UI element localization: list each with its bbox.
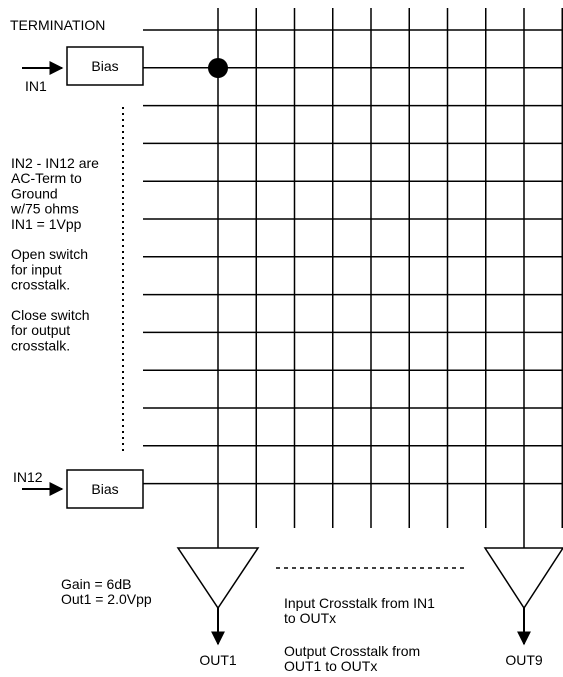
bias-label-in12: Bias: [91, 481, 118, 497]
termination-note-line: Ground: [11, 185, 58, 201]
input-crosstalk-note-line: to OUTx: [284, 610, 336, 626]
termination-note-line: AC-Term to: [11, 170, 82, 186]
output-crosstalk-note-line: Output Crosstalk from: [284, 643, 420, 659]
amplifier-gain-note: Gain = 6dB Out1 = 2.0Vpp: [61, 576, 152, 607]
termination-note-line: w/75 ohms: [10, 201, 79, 217]
output-crosstalk-note-line: OUT1 to OUTx: [284, 658, 377, 674]
amplifier-gain-note-line: Out1 = 2.0Vpp: [61, 591, 152, 607]
input-crosstalk-note: Input Crosstalk from IN1 to OUTx: [284, 595, 435, 626]
termination-note-line: [11, 231, 15, 247]
bias-box-in12: [66, 469, 144, 509]
amplifier-gain-note-line: Gain = 6dB: [61, 576, 131, 592]
termination-note-line: crosstalk.: [11, 337, 70, 353]
bias-label-in1: Bias: [91, 58, 118, 74]
matrix-input-lines: [143, 29, 563, 485]
crosspoint-switch-in1-out1: [208, 58, 228, 78]
output-crosstalk-note: Output Crosstalk from OUT1 to OUTx: [284, 643, 420, 674]
output-amplifier-out9: [483, 547, 563, 610]
input-crosstalk-note-line: Input Crosstalk from IN1: [284, 595, 435, 611]
termination-note-line: for output: [11, 322, 70, 338]
termination-note-line: [11, 292, 15, 308]
in1-label: IN1: [25, 78, 47, 94]
out1-label: OUT1: [199, 652, 237, 668]
matrix-output-lines: [217, 8, 563, 548]
in12-label: IN12: [13, 469, 43, 485]
termination-note-line: Close switch: [11, 307, 90, 323]
termination-label: TERMINATION: [10, 17, 105, 33]
bias-box-in1: [66, 46, 144, 86]
termination-note-line: crosstalk.: [11, 277, 70, 293]
output-amplifier-out1: [176, 547, 260, 610]
termination-note-line: Open switch: [11, 246, 88, 262]
termination-note-line: IN2 - IN12 are: [11, 155, 99, 171]
out9-label: OUT9: [505, 652, 543, 668]
termination-note: IN2 - IN12 are AC-Term to Ground w/75 ohms I…: [10, 155, 99, 353]
termination-note-line: IN1 = 1Vpp: [11, 216, 82, 232]
termination-note-line: for input: [11, 261, 62, 277]
